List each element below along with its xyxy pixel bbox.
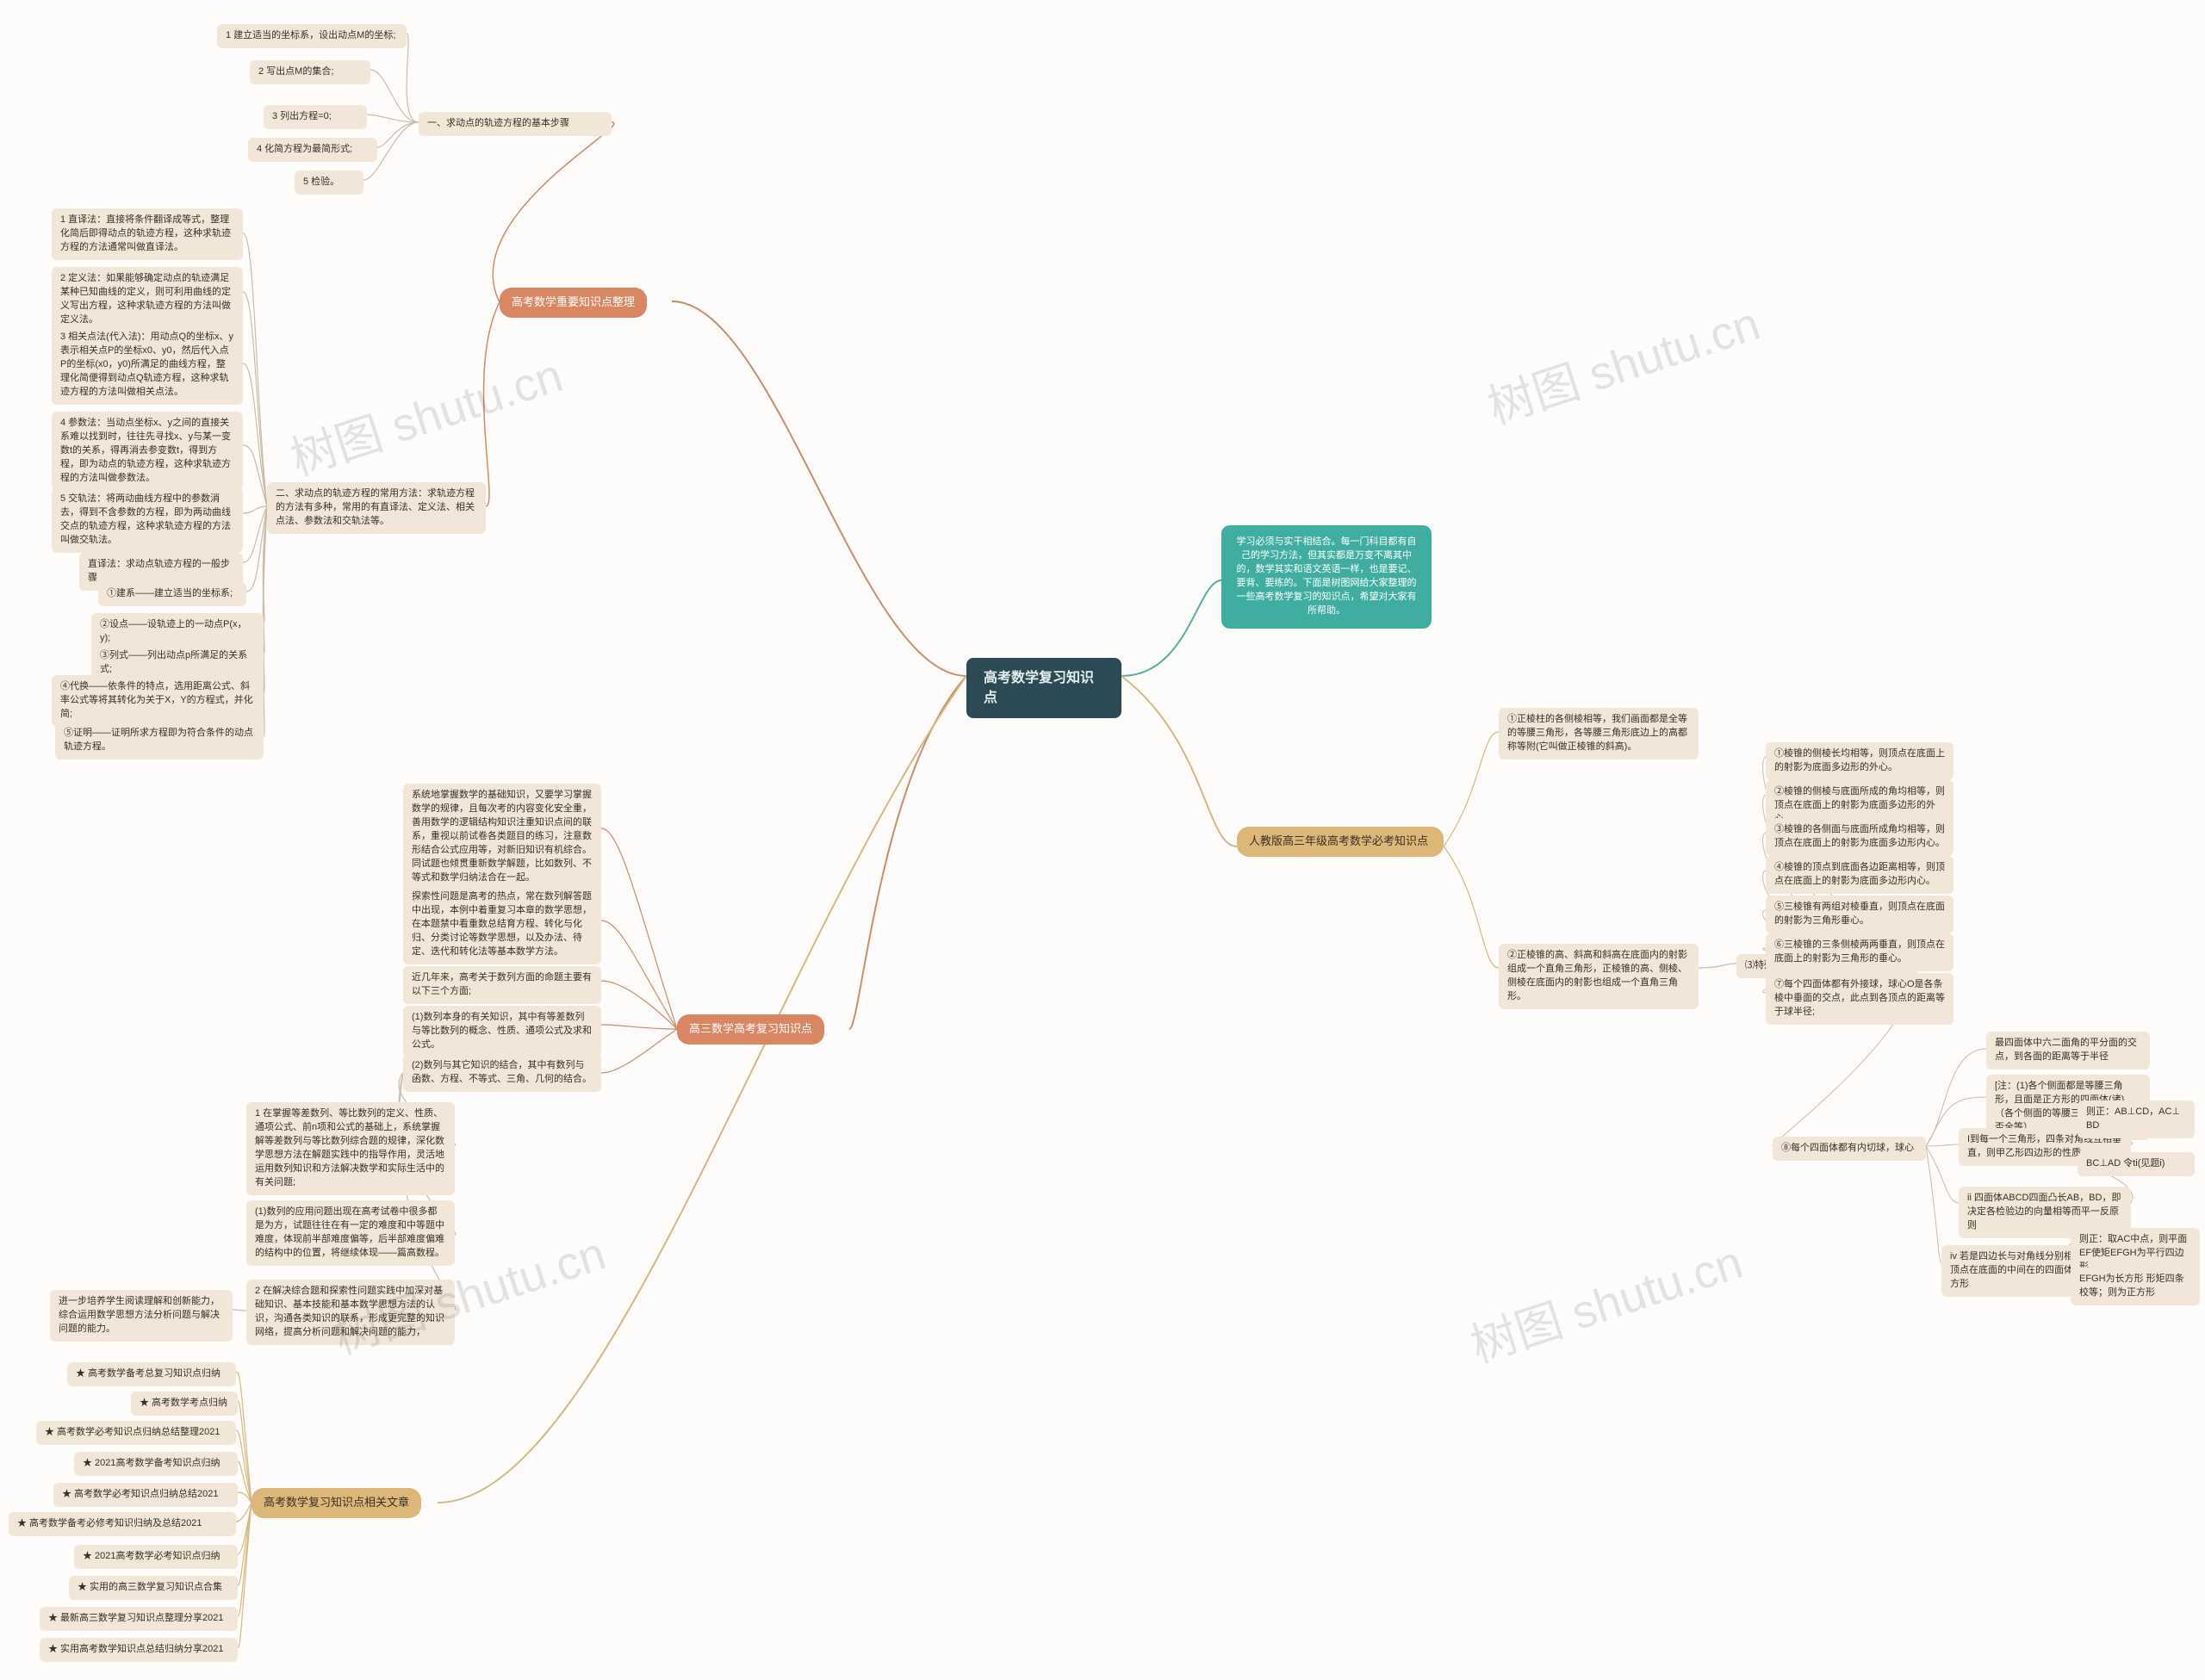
g1-step-1: 2 写出点M的集合; <box>250 60 370 84</box>
g3-intro-1: 探索性问题是高考的热点，常在数列解答题中出现，本例中着重复习本章的数学思想，在本… <box>403 885 601 964</box>
g5-right-6: ⑦每个四面体都有外接球，球心O是各条棱中垂面的交点，此点到各顶点的距离等于球半径… <box>1766 973 1953 1025</box>
article-link-8: ★ 最新高三数学复习知识点整理分享2021 <box>40 1607 238 1631</box>
g5-right-4: ⑤三棱锥有两组对棱垂直，则顶点在底面的射影为三角形垂心。 <box>1766 896 1953 933</box>
g2-direct-4: ④代换——依条件的特点，选用距离公式、斜率公式等将其转化为关于X，Y的方程式，并… <box>52 675 264 727</box>
g1-step-4: 5 检验。 <box>295 170 363 195</box>
root-node: 高考数学复习知识点 <box>966 658 1121 718</box>
g3-r2-right: 进一步培养学生阅读理解和创新能力，综合运用数学思想方法分析问题与解决问题的能力。 <box>50 1290 233 1342</box>
g5-right-2: ③棱锥的各侧面与底面所成角均相等，则顶点在底面上的射影为底面多边形内心。 <box>1766 818 1953 856</box>
g2-method-3: 4 参数法：当动点坐标x、y之间的直接关系难以找到时，往往先寻找x、y与某一变数… <box>52 412 243 491</box>
article-link-4: ★ 高考数学必考知识点归纳总结2021 <box>53 1483 238 1507</box>
g3-intro-4: (2)数列与其它知识的结合，其中有数列与函数、方程、不等式、三角、几何的结合。 <box>403 1054 601 1092</box>
g5-tiny-0: 则正：AB⊥CD，AC⊥BD <box>2078 1100 2195 1138</box>
g2-method-0: 1 直译法：直接将条件翻译成等式，整理化简后即得动点的轨迹方程，这种求轨迹方程的… <box>52 208 243 260</box>
article-link-3: ★ 2021高考数学备考知识点归纳 <box>74 1452 238 1476</box>
g5-left-1: ②正棱锥的高、斜高和斜高在底面内的射影组成一个直角三角形，正棱锥的高、侧棱、侧棱… <box>1499 944 1699 1009</box>
watermark: 树图 shutu.cn <box>281 337 570 488</box>
g3-intro-0: 系统地掌握数学的基础知识，又要学习掌握数学的规律，且每次考的内容变化安全重，善用… <box>403 784 601 890</box>
article-link-5: ★ 高考数学备考必修考知识归纳及总结2021 <box>9 1512 236 1536</box>
watermark: 树图 shutu.cn <box>1461 1224 1750 1375</box>
intro-node: 学习必须与实干相结合。每一门科目都有自己的学习方法，但其实都是万变不离其中的，数… <box>1221 525 1432 629</box>
g5-rvc-1: EFGH为长方形 形矩四条校等；则为正方形 <box>2071 1268 2200 1305</box>
branch-pep: 人教版高三年级高考数学必考知识点 <box>1237 827 1444 857</box>
article-link-6: ★ 2021高考数学必考知识点归纳 <box>74 1545 238 1569</box>
g5-right-5: ⑥三棱锥的三条侧棱两两垂直，则顶点在底面上的射影为三角形的垂心。 <box>1766 933 1953 971</box>
g5-tiny-1: BC⊥AD 令቟ti(见题i) <box>2078 1152 2195 1176</box>
g5-right-3: ④棱锥的顶点到底面各边距离相等，则顶点在底面上的射影为底面多边形内心。 <box>1766 856 1953 894</box>
watermark: 树图 shutu.cn <box>1478 285 1767 437</box>
g3-r1-1: (1)数列的应用问题出现在高考试卷中很多都是为方，试题往往在有一定的难度和中等题… <box>246 1200 455 1266</box>
article-link-2: ★ 高考数学必考知识点归纳总结整理2021 <box>36 1421 236 1445</box>
branch-important: 高考数学重要知识点整理 <box>500 288 647 318</box>
g2-method-1: 2 定义法：如果能够确定动点的轨迹满足某种已知曲线的定义，则可利用曲线的定义写出… <box>52 267 243 332</box>
g5-rfar-0: 最四面体中六二面角的平分面的交点，到各面的距离等于半径 <box>1986 1032 2150 1069</box>
g2-title: 二、求动点的轨迹方程的常用方法：求轨迹方程的方法有多种，常用的有直译法、定义法、… <box>267 482 486 534</box>
g3-intro-2: 近几年来，高考关于数列方面的命题主要有以下三个方面; <box>403 966 601 1004</box>
g3-r1-0: 1 在掌握等差数列、等比数列的定义、性质、通项公式、前n项和公式的基础上，系统掌… <box>246 1102 455 1195</box>
g1-step-2: 3 列出方程=0; <box>264 105 367 129</box>
g5-left-0: ①正棱柱的各侧棱相等，我们画面都是全等的等腰三角形，各等腰三角形底边上的高都称等… <box>1499 708 1699 759</box>
g5-rbranch: ⑧每个四面体都有内切球，球心 <box>1773 1137 1926 1161</box>
g3-intro-3: (1)数列本身的有关知识，其中有等差数列与等比数列的概念、性质、通项公式及求和公… <box>403 1006 601 1057</box>
g2-method-4: 5 交轨法：将两动曲线方程中的参数消去，得到不含参数的方程，即为两动曲线交点的轨… <box>52 487 243 553</box>
g2-direct-5: ⑤证明——证明所求方程即为符合条件的动点轨迹方程。 <box>55 722 264 759</box>
g1-title: 一、求动点的轨迹方程的基本步骤 <box>419 112 612 136</box>
branch-senior-review: 高三数学高考复习知识点 <box>677 1014 824 1045</box>
g5-right-0: ①棱锥的侧棱长均相等，则顶点在底面上的射影为底面多边形的外心。 <box>1766 742 1953 780</box>
article-link-0: ★ 高考数学备考总复习知识点归纳 <box>67 1362 236 1386</box>
g1-step-0: 1 建立适当的坐标系，设出动点M的坐标; <box>217 24 407 48</box>
article-link-9: ★ 实用高考数学知识点总结归纳分享2021 <box>40 1638 238 1662</box>
g3-r2: 2 在解决综合题和探索性问题实践中加深对基础知识、基本技能和基本数学思想方法的认… <box>246 1280 455 1345</box>
article-link-1: ★ 高考数学考点归纳 <box>131 1392 238 1416</box>
article-link-7: ★ 实用的高三数学复习知识点合集 <box>69 1576 238 1600</box>
g1-step-3: 4 化简方程为最简形式; <box>248 138 377 162</box>
g2-method-2: 3 相关点法(代入法)：用动点Q的坐标x、y表示相关点P的坐标x0、y0，然后代… <box>52 325 243 405</box>
g2-direct-1: ①建系——建立适当的坐标系; <box>98 582 246 606</box>
branch-articles: 高考数学复习知识点相关文章 <box>252 1488 421 1518</box>
